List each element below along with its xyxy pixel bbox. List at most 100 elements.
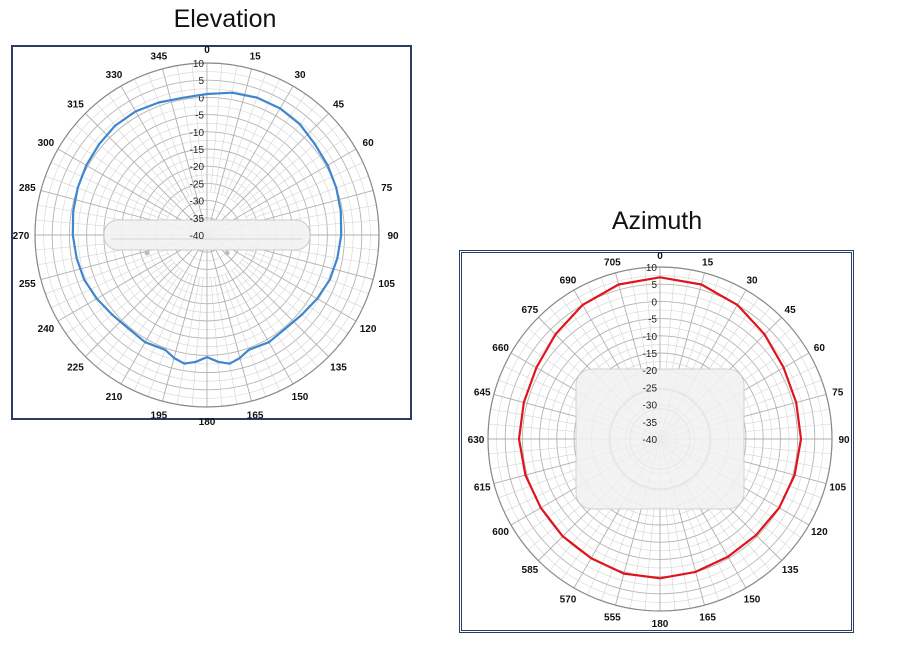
grid-spoke: [108, 270, 183, 377]
grid-spoke: [234, 103, 318, 203]
grid-spoke: [191, 277, 204, 407]
grid-spoke: [147, 275, 193, 397]
grid-spoke: [65, 136, 172, 211]
angle-tick-label: 105: [378, 279, 395, 290]
angle-tick-label: 555: [604, 613, 621, 624]
device-ring: [609, 388, 711, 490]
angle-tick-label: 285: [19, 183, 36, 194]
grid-spoke: [45, 175, 167, 221]
grid-spoke: [206, 234, 294, 385]
angle-tick-label: 150: [744, 594, 761, 605]
device-ring: [629, 408, 691, 470]
grid-spoke: [231, 93, 306, 200]
grid-spoke: [176, 65, 200, 193]
radial-tick-label: -40: [190, 231, 205, 242]
angle-tick-label: 45: [785, 305, 797, 316]
radial-tick-label: -30: [190, 197, 205, 208]
grid-spoke: [245, 252, 364, 308]
angle-tick-label: 225: [67, 363, 84, 374]
grid-spoke: [85, 113, 208, 236]
grid-spoke: [239, 124, 339, 208]
angle-tick-label: 330: [106, 70, 123, 81]
angle-tick-label: 615: [474, 483, 491, 494]
grid-spoke: [224, 273, 280, 392]
angle-tick-label: 165: [699, 613, 716, 624]
angle-tick-labels: 0153045607590105120135150165180555570585…: [468, 251, 850, 630]
grid-spoke: [214, 277, 238, 405]
grid-spoke: [45, 249, 167, 295]
radial-tick-label: -35: [190, 214, 205, 225]
grid-spoke: [134, 273, 190, 392]
angle-tick-label: 15: [250, 51, 262, 62]
angle-tick-label: 30: [746, 276, 758, 287]
angle-tick-label: 0: [204, 45, 210, 56]
grid-spoke: [234, 267, 318, 367]
radial-tick-label: 10: [193, 59, 205, 70]
radial-tick-label: 5: [651, 280, 657, 291]
elevation-polar-svg: 1050-5-10-15-20-25-30-35-400153045607590…: [13, 45, 399, 428]
angle-tick-label: 315: [67, 99, 84, 110]
radial-tick-label: 0: [651, 297, 657, 308]
grid-spoke: [108, 93, 183, 200]
angle-tick-label: 135: [330, 363, 347, 374]
grid-spoke: [242, 136, 349, 211]
grid-spoke: [50, 162, 169, 218]
radial-tick-labels: 10 5 0 -5 -10 -15 -20 -25 -30 -35 -40: [190, 59, 205, 242]
radial-tick-label: -25: [190, 179, 205, 190]
grid-spoke: [96, 103, 180, 203]
radial-tick-label: -5: [648, 315, 657, 326]
grid-spoke: [85, 234, 208, 357]
radial-tick-label: -10: [643, 332, 658, 343]
grid-spoke: [206, 85, 294, 236]
grid-spoke: [65, 259, 172, 334]
grid-spoke: [191, 63, 204, 193]
angle-tick-label: 30: [294, 70, 306, 81]
grid-spoke: [206, 113, 329, 236]
angle-tick-label: 300: [38, 138, 55, 149]
angle-tick-label: 180: [199, 417, 216, 428]
angle-tick-label: 105: [829, 483, 846, 494]
device-foot: [144, 250, 150, 256]
angle-tick-label: 630: [468, 435, 485, 446]
angle-tick-label: 60: [814, 343, 826, 354]
angle-tick-label: 180: [652, 619, 669, 630]
angle-tick-label: 120: [811, 527, 828, 538]
grid-spoke: [120, 234, 208, 385]
angle-tick-label: 345: [151, 51, 168, 62]
angle-tick-label: 705: [604, 257, 621, 268]
grid-spoke: [231, 270, 306, 377]
angle-tick-label: 45: [333, 99, 345, 110]
angle-tick-label: 15: [702, 257, 714, 268]
grid-spoke: [206, 68, 252, 236]
grid-spoke: [50, 252, 169, 308]
angle-tick-label: 255: [19, 279, 36, 290]
grid-spoke: [247, 175, 369, 221]
angle-tick-label: 600: [492, 527, 509, 538]
radial-tick-label: -25: [643, 383, 658, 394]
radial-tick-label: 5: [198, 76, 204, 87]
radial-tick-label: -35: [643, 418, 658, 429]
grid-spoke: [176, 277, 200, 405]
grid-spoke: [75, 262, 175, 346]
grid-spoke: [134, 78, 190, 197]
azimuth-chart: 10 5 0 -5 -10 -15 -20 -25 -30 -35 -40 0 15 30 45 60 75 90…: [459, 250, 854, 633]
series-line: [517, 276, 803, 580]
angle-tick-label: 675: [522, 305, 539, 316]
grid-spoke: [96, 267, 180, 367]
azimuth-polar-svg: 1050-5-10-15-20-25-30-35-400153045607590…: [468, 251, 850, 630]
outer-ring: [487, 266, 833, 612]
radial-tick-label: 0: [198, 93, 204, 104]
angle-tick-label: 165: [247, 411, 264, 422]
elevation-title: Elevation: [173, 5, 277, 33]
angle-tick-label: 210: [106, 392, 123, 403]
radial-tick-label: -15: [643, 349, 658, 360]
angle-tick-label: 570: [560, 594, 577, 605]
device-body: [103, 219, 311, 251]
series-line: [71, 91, 343, 365]
grid-spoke: [239, 262, 339, 346]
angle-tick-label: 585: [522, 565, 539, 576]
device-body: [575, 368, 745, 510]
angle-tick-label: 120: [360, 324, 377, 335]
angle-tick-label: 270: [13, 231, 30, 242]
outer-ring: [34, 62, 380, 408]
